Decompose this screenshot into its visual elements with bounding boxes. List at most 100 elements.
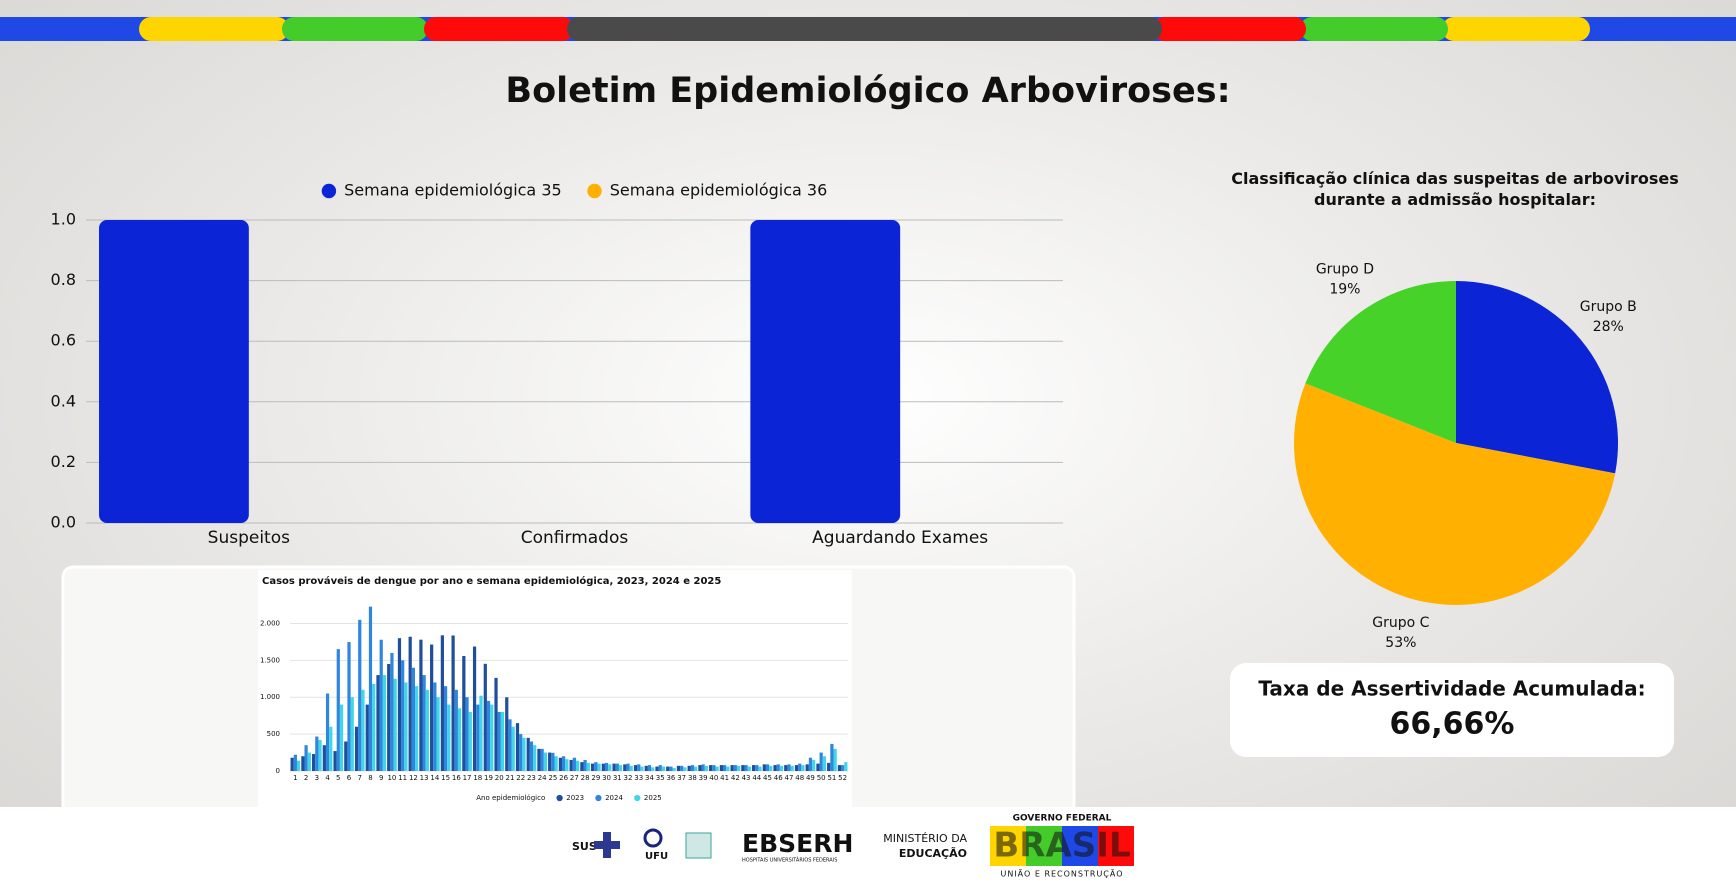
bar — [751, 765, 756, 771]
x-tick-label: 38 — [688, 774, 697, 782]
legend-label: Semana epidemiológica 35 — [344, 181, 562, 200]
bar — [408, 636, 412, 771]
x-tick-label: 8 — [368, 774, 372, 782]
legend-swatch — [556, 794, 563, 802]
bar — [784, 765, 788, 771]
logo-mec: EDUCAÇÃO — [899, 847, 967, 860]
y-tick-label: 0.2 — [51, 452, 76, 471]
bar — [801, 765, 805, 771]
bar — [651, 767, 655, 771]
bar — [411, 667, 416, 771]
bar — [719, 765, 723, 771]
x-tick-label: 27 — [570, 774, 579, 782]
stripe — [1442, 17, 1590, 41]
x-tick-label: Confirmados — [521, 528, 629, 548]
bar — [419, 639, 423, 771]
bar — [462, 655, 466, 771]
pie-value-label: 19% — [1329, 282, 1360, 298]
bar — [618, 765, 623, 771]
x-tick-label: 32 — [624, 774, 633, 782]
bar — [508, 719, 512, 771]
x-tick-label: 25 — [548, 774, 557, 782]
bar — [590, 763, 595, 771]
bar — [401, 660, 405, 771]
bar — [433, 682, 437, 771]
bar — [311, 754, 316, 771]
logo-block — [1098, 826, 1134, 866]
bar — [443, 686, 448, 771]
bar — [379, 639, 383, 771]
bar — [476, 704, 480, 771]
x-tick-label: 45 — [763, 774, 772, 782]
x-tick-label: 31 — [613, 774, 622, 782]
x-tick-label: 19 — [484, 774, 493, 782]
bar — [304, 745, 308, 771]
x-tick-label: 30 — [602, 774, 611, 782]
bar — [644, 765, 648, 771]
x-tick-label: 22 — [516, 774, 525, 782]
bar — [382, 675, 387, 771]
bar — [769, 765, 773, 771]
bar — [819, 752, 823, 771]
pie-slice — [1305, 281, 1456, 443]
x-tick-label: 36 — [666, 774, 675, 782]
x-tick-label: 12 — [409, 774, 418, 782]
bar — [483, 663, 487, 771]
stripe — [1300, 17, 1448, 41]
x-tick-label: 6 — [347, 774, 352, 782]
x-tick-label: 43 — [742, 774, 751, 782]
bar — [758, 766, 762, 771]
bar — [626, 763, 630, 771]
bar — [669, 766, 673, 771]
bar — [454, 689, 458, 771]
logo-cross — [594, 841, 620, 849]
bar — [715, 766, 719, 771]
bar — [629, 765, 633, 771]
x-tick-label: 48 — [795, 774, 804, 782]
bar — [468, 711, 472, 771]
x-tick-label: 21 — [506, 774, 515, 782]
stripe — [139, 17, 289, 41]
x-tick-label: 33 — [634, 774, 643, 782]
bar — [698, 765, 702, 771]
x-tick-label: Suspeitos — [208, 528, 290, 548]
bar — [640, 766, 644, 771]
bar — [376, 675, 380, 771]
pie-slice — [1456, 281, 1618, 474]
x-tick-label: 28 — [581, 774, 590, 782]
y-tick-label: 2.000 — [260, 619, 280, 627]
x-tick-label: 11 — [398, 774, 407, 782]
bar — [658, 765, 662, 771]
bar — [655, 766, 659, 771]
bar — [347, 642, 351, 771]
bar — [422, 675, 426, 771]
bar — [447, 704, 451, 771]
stripe — [1153, 17, 1306, 41]
pie-label: Grupo C — [1372, 615, 1429, 631]
bar — [490, 704, 494, 771]
bar — [765, 764, 770, 771]
bar — [329, 726, 333, 771]
pie-title: Classificação clínica das suspeitas de a… — [1231, 169, 1679, 209]
bar — [451, 635, 455, 771]
bar — [680, 765, 684, 771]
bar — [762, 764, 766, 771]
x-tick-label: 52 — [838, 774, 847, 782]
x-tick-label: 5 — [336, 774, 340, 782]
bar — [844, 762, 848, 771]
bar — [569, 759, 573, 771]
logo-ebserh: EBSERH — [742, 829, 853, 858]
bar — [339, 704, 344, 771]
bar — [515, 723, 520, 771]
x-tick-label: 20 — [495, 774, 504, 782]
bar — [548, 752, 552, 771]
bar — [390, 652, 394, 771]
bar — [372, 684, 376, 771]
bar — [361, 689, 365, 771]
bar — [586, 762, 590, 771]
logo-ebserh-sub: HOSPITAIS UNIVERSITÁRIOS FEDERAIS — [742, 857, 837, 864]
bar — [741, 765, 745, 771]
bar — [368, 606, 373, 771]
x-tick-label: 14 — [430, 774, 439, 782]
bar — [726, 766, 730, 771]
